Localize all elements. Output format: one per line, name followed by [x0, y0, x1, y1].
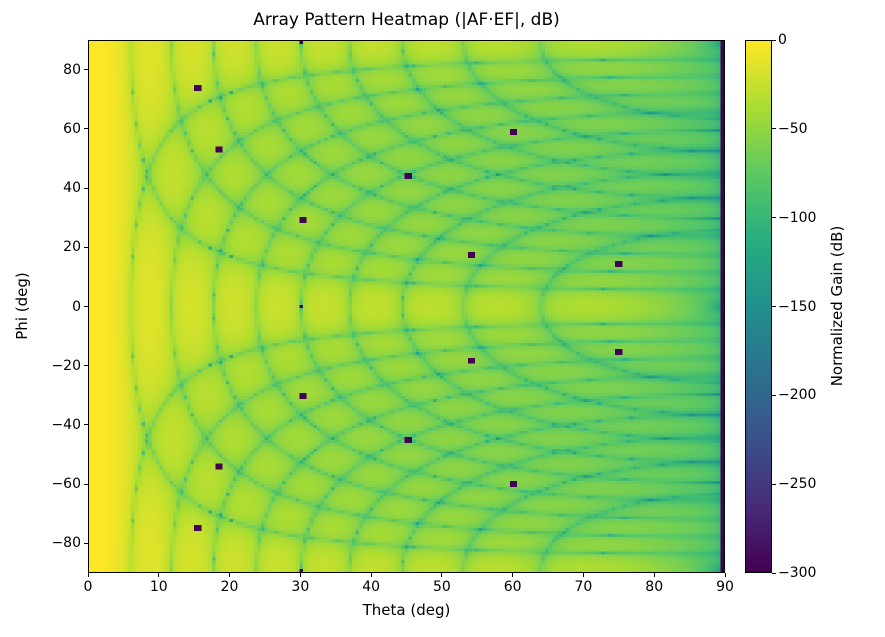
x-axis-label: Theta (deg) [362, 601, 451, 619]
heatmap-plot-area [88, 40, 725, 573]
x-tick-mark [370, 573, 372, 577]
x-tick-label: 80 [645, 579, 664, 595]
y-tick-label: 60 [63, 120, 81, 137]
x-tick-label: 70 [574, 579, 593, 595]
x-tick-label: 30 [291, 579, 310, 595]
colorbar-tick-label: −150 [778, 298, 817, 315]
colorbar-tick-label: −50 [778, 120, 808, 137]
y-tick-label: −20 [51, 357, 81, 374]
x-tick-label: 20 [220, 579, 239, 595]
x-tick-mark [87, 573, 89, 577]
y-tick-label: −40 [51, 416, 81, 433]
colorbar-tick-mark [772, 572, 776, 574]
y-tick-label: 0 [72, 298, 81, 315]
colorbar-tick-mark [772, 306, 776, 307]
y-tick-label: 80 [63, 61, 81, 78]
y-tick-label: −60 [51, 476, 81, 493]
x-tick-mark [229, 573, 231, 577]
colorbar-tick-label: −100 [778, 209, 817, 226]
colorbar-label: Normalized Gain (dB) [828, 225, 846, 387]
x-tick-label: 0 [83, 579, 93, 595]
colorbar-tick-label: −200 [778, 387, 817, 404]
x-tick-mark [158, 573, 160, 577]
colorbar-tick-label: −300 [778, 565, 817, 581]
x-tick-label: 50 [432, 579, 451, 595]
heatmap-image [89, 41, 724, 572]
y-tick-label: 40 [63, 180, 81, 197]
y-tick-label: −80 [51, 535, 81, 552]
colorbar-tick-mark [772, 39, 776, 41]
x-tick-label: 10 [149, 579, 168, 595]
x-tick-mark [299, 573, 301, 577]
x-tick-mark [653, 573, 655, 577]
colorbar-tick-mark [772, 128, 776, 130]
colorbar-tick-mark [772, 217, 776, 219]
x-tick-mark [582, 573, 584, 577]
colorbar-gradient [746, 41, 771, 572]
x-tick-mark [441, 573, 443, 577]
y-axis-label: Phi (deg) [13, 272, 31, 340]
x-tick-mark [512, 573, 514, 577]
colorbar-tick-label: 0 [778, 32, 787, 48]
colorbar-tick-mark [772, 394, 776, 396]
x-tick-label: 40 [362, 579, 381, 595]
x-tick-label: 90 [716, 579, 734, 595]
colorbar-tick-label: −250 [778, 476, 817, 493]
x-tick-mark [724, 573, 726, 577]
colorbar [745, 40, 772, 573]
y-tick-label: 20 [63, 239, 81, 256]
chart-title: Array Pattern Heatmap (|AF·EF|, dB) [253, 10, 560, 30]
colorbar-tick-mark [772, 483, 776, 485]
x-tick-label: 60 [503, 579, 522, 595]
